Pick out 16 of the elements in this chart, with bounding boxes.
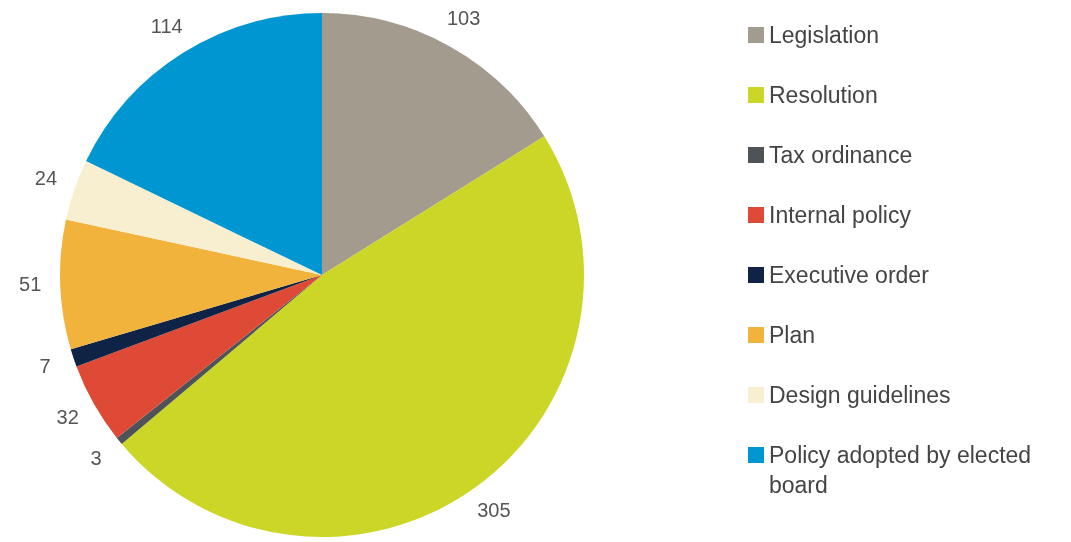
data-label: 103	[446, 7, 481, 30]
data-label: 7	[39, 354, 51, 377]
data-label: 114	[150, 15, 183, 38]
data-label: 32	[56, 406, 79, 429]
legend-label: Executive order	[769, 261, 929, 290]
data-label: 51	[19, 273, 42, 296]
legend-label: Resolution	[769, 81, 878, 110]
data-label: 3	[90, 447, 102, 470]
legend-label: Internal policy	[769, 201, 911, 230]
legend-label: Tax ordinance	[769, 141, 913, 170]
legend-label: Plan	[769, 321, 816, 350]
legend-label: Policy adopted by elected board	[769, 441, 1033, 500]
legend-label: Design guidelines	[769, 381, 951, 410]
data-label: 24	[34, 167, 58, 190]
legend-label: Legislation	[769, 21, 879, 50]
data-label: 305	[477, 498, 511, 521]
